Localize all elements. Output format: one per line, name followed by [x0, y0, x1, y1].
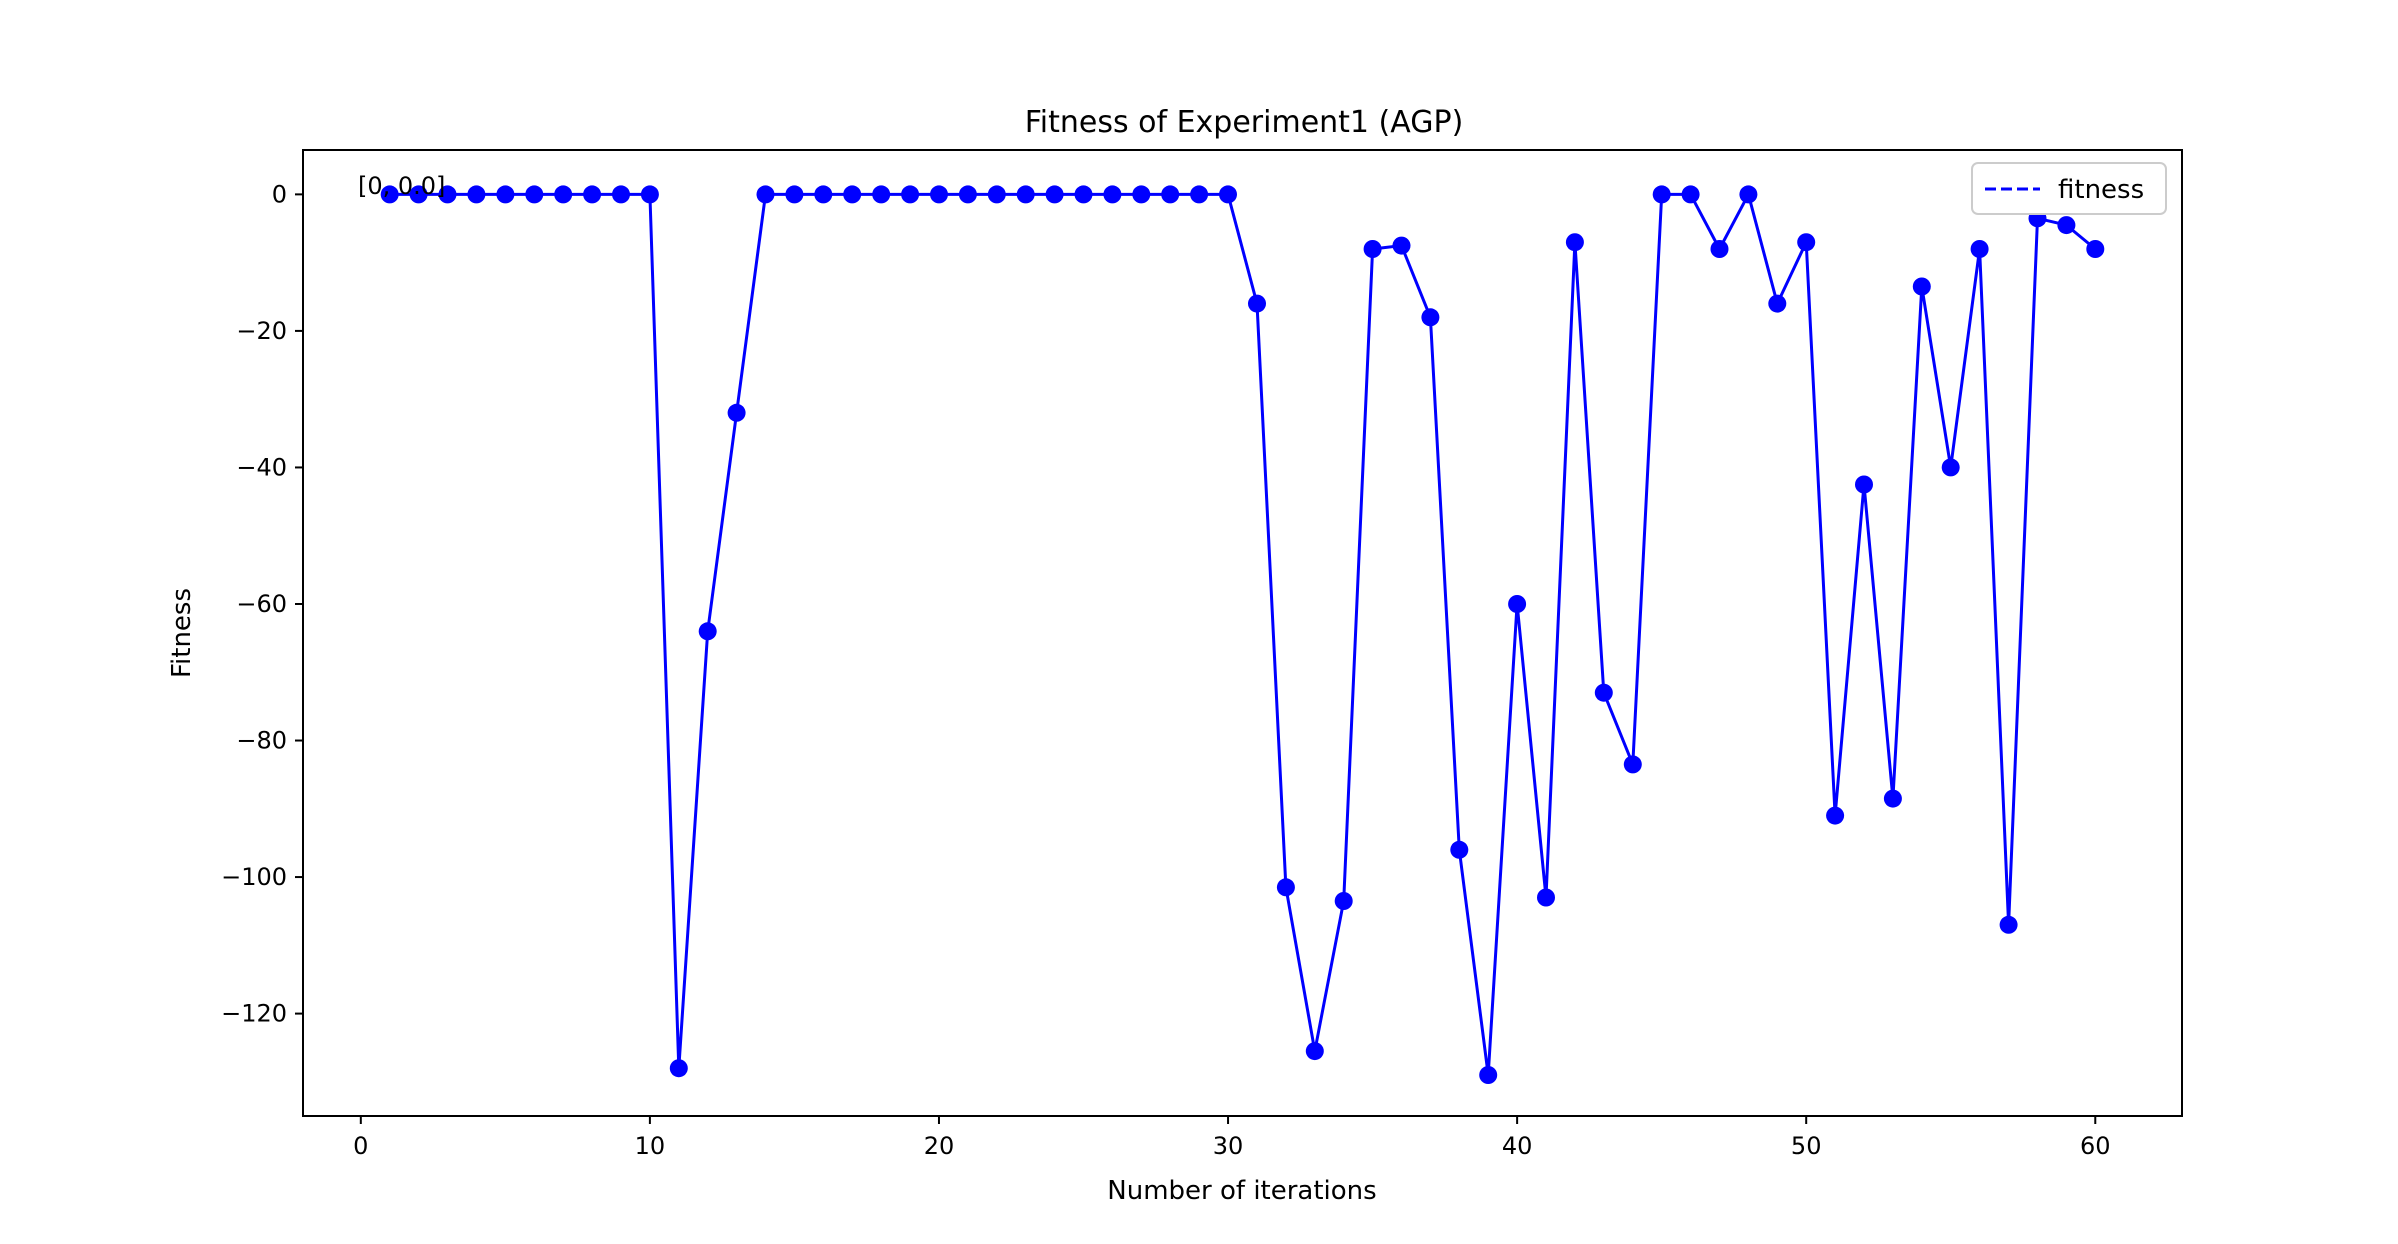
y-axis-label: Fitness [167, 588, 197, 678]
data-point [1450, 840, 1469, 859]
data-point [1363, 240, 1382, 258]
legend-box [1971, 162, 2167, 215]
data-point [2057, 216, 2076, 235]
axes-ticks: 0 10 20 30 40 50 60 0 −20 −40 −60 −80 −100 −120 [221, 180, 2110, 1160]
data-point [1594, 683, 1613, 702]
data-point [1999, 915, 2018, 934]
data-point [727, 403, 746, 422]
data-point [814, 185, 833, 204]
data-point [843, 185, 862, 204]
y-tick-label: −40 [236, 453, 287, 481]
data-point [583, 185, 602, 204]
data-point [756, 185, 775, 204]
point-annotation: [0, 0.0] [358, 172, 445, 200]
data-point [1334, 892, 1353, 910]
x-tick-label: 10 [635, 1132, 666, 1160]
data-point [1941, 458, 1960, 477]
y-tick-label: −100 [221, 863, 287, 891]
data-point [987, 185, 1006, 204]
data-point [380, 185, 399, 204]
data-point [1681, 185, 1700, 204]
series-line [389, 192, 2097, 1077]
x-tick-label: 40 [1502, 1132, 1533, 1160]
data-point [1045, 185, 1064, 204]
data-point [698, 622, 717, 641]
data-point [1652, 185, 1671, 204]
x-tick-label: 60 [2080, 1132, 2111, 1160]
data-point [640, 185, 659, 204]
x-tick-label: 0 [353, 1132, 368, 1160]
y-tick-label: −120 [221, 1000, 287, 1028]
data-point [496, 185, 515, 204]
y-tick-label: 0 [272, 180, 287, 208]
data-point [669, 1059, 688, 1078]
data-point [1305, 1042, 1324, 1061]
x-tick-label: 50 [1791, 1132, 1822, 1160]
data-point [1883, 789, 1902, 808]
data-point [1132, 185, 1151, 204]
data-point [1161, 185, 1180, 204]
data-point [2086, 240, 2105, 258]
data-point [1970, 240, 1989, 258]
data-point [1826, 806, 1845, 825]
data-point [1912, 277, 1931, 296]
legend-label: fitness [2058, 175, 2144, 205]
data-point [1508, 595, 1527, 613]
data-point [554, 185, 573, 204]
data-point [1103, 185, 1122, 204]
data-point [1565, 233, 1584, 252]
data-point [438, 185, 457, 204]
data-point [1797, 233, 1816, 252]
data-point [1016, 185, 1035, 204]
axes-frame [302, 149, 2183, 1117]
data-point [467, 185, 486, 204]
data-point [409, 185, 428, 204]
data-point [612, 185, 630, 204]
data-point [1739, 185, 1758, 204]
data-point [1219, 185, 1237, 204]
chart-title: Fitness of Experiment1 (AGP) [1025, 105, 1464, 140]
data-point [958, 185, 977, 204]
data-point [901, 185, 920, 204]
data-point [525, 185, 544, 204]
data-point [1392, 236, 1411, 255]
data-point [1710, 240, 1729, 258]
data-point [1768, 294, 1787, 313]
plot-area [380, 185, 2105, 1084]
data-point [1855, 475, 1873, 494]
data-point [930, 185, 948, 204]
x-tick-label: 30 [1213, 1132, 1244, 1160]
data-point [1421, 308, 1440, 327]
x-axis-label: Number of iterations [1107, 1176, 1376, 1206]
data-point [1537, 888, 1555, 907]
legend: fitness [1971, 162, 2167, 215]
data-point [872, 185, 891, 204]
data-point [1623, 755, 1642, 774]
data-point [1074, 185, 1093, 204]
data-point [1190, 185, 1209, 204]
y-tick-label: −20 [236, 317, 287, 345]
data-point [1276, 878, 1295, 897]
data-point [785, 185, 804, 204]
y-tick-label: −60 [236, 590, 287, 618]
y-tick-label: −80 [236, 727, 287, 755]
data-point [1479, 1066, 1498, 1084]
x-tick-label: 20 [924, 1132, 955, 1160]
data-point [1248, 294, 1266, 313]
